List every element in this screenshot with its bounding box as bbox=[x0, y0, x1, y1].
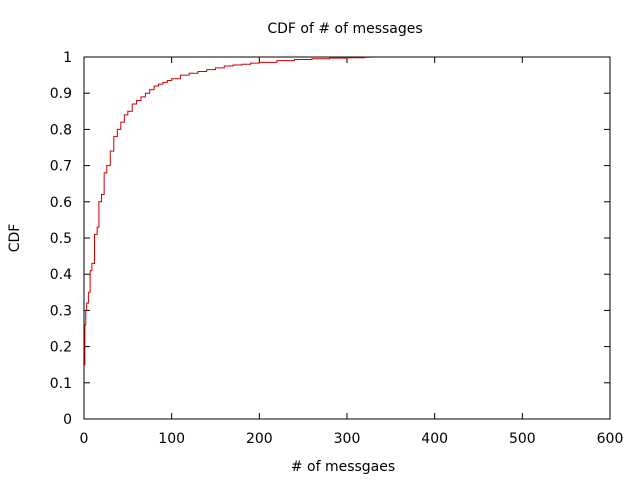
chart-title: CDF of # of messages bbox=[267, 21, 422, 37]
y-tick-label: 0.8 bbox=[50, 122, 72, 138]
y-tick-label: 0.9 bbox=[50, 86, 72, 102]
x-axis: 0 100 200 300 400 500 600 bbox=[80, 57, 624, 447]
y-tick-label: 0.5 bbox=[50, 231, 72, 247]
x-axis-label: # of messgaes bbox=[291, 459, 395, 475]
y-tick-label: 0.1 bbox=[50, 376, 72, 392]
x-tick-label: 300 bbox=[334, 431, 361, 447]
y-axis: 0 0.1 0.2 0.3 0.4 0.5 0.6 0.7 0.8 0.9 1 bbox=[50, 50, 610, 428]
y-tick-label: 0.4 bbox=[50, 267, 72, 283]
x-tick-label: 600 bbox=[597, 431, 624, 447]
y-axis-label: CDF bbox=[7, 224, 23, 253]
x-tick-label: 0 bbox=[80, 431, 89, 447]
x-tick-label: 100 bbox=[158, 431, 185, 447]
plot-frame bbox=[83, 56, 611, 420]
x-tick-label: 400 bbox=[421, 431, 448, 447]
y-tick-label: 0.2 bbox=[50, 340, 72, 356]
y-tick-label: 0.3 bbox=[50, 303, 72, 319]
x-tick-label: 200 bbox=[246, 431, 273, 447]
y-tick-label: 0.7 bbox=[50, 159, 72, 175]
cdf-series-line bbox=[84, 56, 372, 366]
y-tick-label: 0 bbox=[63, 412, 72, 428]
x-tick-label: 500 bbox=[509, 431, 536, 447]
y-tick-label: 0.6 bbox=[50, 195, 72, 211]
y-tick-label: 1 bbox=[63, 50, 72, 66]
series-layer bbox=[84, 56, 372, 366]
